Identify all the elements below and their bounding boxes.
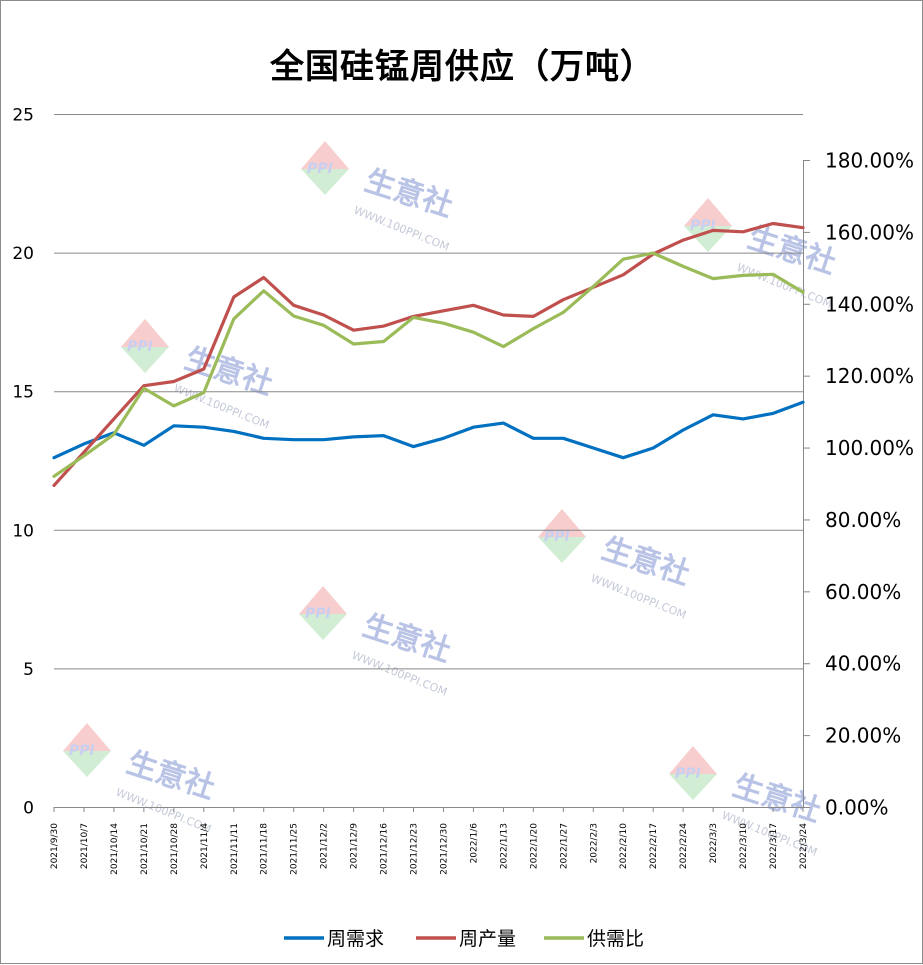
- y-left-tick-label: 10: [12, 521, 34, 541]
- watermark-triangle-green: [538, 537, 586, 563]
- x-tick-label: 2021/12/2: [320, 823, 330, 869]
- x-tick-label: 2021/12/30: [439, 823, 449, 875]
- grid-lines: [54, 114, 803, 670]
- watermark-triangle-red: [121, 319, 169, 347]
- x-tick-label: 2022/1/13: [499, 823, 509, 869]
- watermark-badge: PPI: [675, 766, 701, 782]
- y-right-tick-label: 80.00%: [825, 508, 901, 532]
- x-tick-label: 2022/1/27: [559, 823, 569, 869]
- y-right-tick-label: 180.00%: [825, 149, 914, 173]
- x-tick-label: 2022/1/20: [529, 823, 539, 869]
- legend-item: 供需比: [544, 928, 644, 950]
- legend-item: 周需求: [284, 928, 384, 950]
- x-tick-label: 2022/3/17: [769, 823, 779, 869]
- watermark-triangle-red: [684, 198, 732, 226]
- x-tick-label: 2022/2/17: [649, 823, 659, 869]
- x-tick-label: 2022/2/3: [589, 823, 599, 863]
- y-left-tick-label: 0: [23, 799, 34, 819]
- x-tick-label: 2021/11/25: [290, 823, 300, 875]
- y-right-tick-label: 60.00%: [825, 580, 901, 604]
- y-right-tick-label: 40.00%: [825, 652, 901, 676]
- legend-label: 供需比: [587, 928, 644, 950]
- watermark-triangle-green: [669, 774, 717, 800]
- watermark-badge: PPI: [127, 339, 153, 355]
- y-left-tick-label: 25: [12, 106, 34, 126]
- x-tick-label: 2022/3/10: [739, 823, 749, 869]
- x-tick-label: 2022/2/10: [619, 823, 629, 869]
- watermark-triangle-red: [299, 586, 347, 614]
- legend-label: 周需求: [327, 928, 384, 950]
- watermark-triangle-green: [299, 614, 347, 640]
- x-tick-label: 2022/1/6: [469, 823, 479, 864]
- legend-item: 周产量: [416, 928, 516, 950]
- y-left-tick-label: 20: [12, 244, 34, 264]
- x-tick-label: 2022/3/3: [709, 823, 719, 863]
- y-right-tick-label: 100.00%: [825, 436, 914, 460]
- y-left-tick-label: 15: [12, 383, 34, 403]
- legend-label: 周产量: [459, 928, 516, 950]
- x-tick-label: 2021/10/28: [170, 823, 180, 875]
- x-tick-label: 2021/12/9: [350, 823, 360, 869]
- x-tick-label: 2021/11/18: [260, 823, 270, 875]
- y-left-tick-label: 5: [23, 660, 34, 680]
- watermark-badge: PPI: [307, 161, 333, 177]
- watermark-triangle-red: [669, 746, 717, 774]
- series-line-1: [52, 221, 805, 487]
- watermark-badge: PPI: [305, 606, 331, 622]
- series-line-2: [52, 251, 805, 478]
- watermark-triangle-red: [301, 141, 349, 169]
- x-tick-label: 2021/12/16: [380, 823, 390, 875]
- y-right-tick-label: 120.00%: [825, 364, 914, 388]
- x-tick-label: 2021/9/30: [50, 823, 60, 869]
- series-layer: [52, 221, 805, 487]
- watermark-triangle-green: [121, 347, 169, 373]
- watermark-triangle-green: [684, 226, 732, 252]
- x-tick-label: 2021/10/21: [140, 823, 150, 875]
- watermark-badge: PPI: [544, 529, 570, 545]
- watermark-triangle-red: [63, 723, 111, 751]
- x-tick-label: 2021/10/7: [80, 823, 90, 869]
- x-tick-label: 2021/11/11: [230, 823, 240, 875]
- watermark-triangle-green: [63, 751, 111, 777]
- y-right-tick-label: 140.00%: [825, 292, 914, 316]
- x-tick-label: 2021/10/14: [110, 823, 120, 875]
- x-tick-label: 2022/3/24: [799, 823, 809, 869]
- y-right-tick-label: 20.00%: [825, 724, 901, 748]
- legend: 周需求 周产量 供需比: [284, 928, 644, 950]
- x-tick-label: 2022/2/24: [679, 823, 689, 869]
- series-line-0: [52, 400, 805, 460]
- watermark-triangle-green: [301, 169, 349, 195]
- y-right-tick-label: 160.00%: [825, 220, 914, 244]
- axes: 0 5 10 15 20 25 0.00% 20.00% 40.00% 60.00% 80.00% 1…: [12, 106, 914, 875]
- x-tick-label: 2021/12/23: [410, 823, 420, 875]
- x-tick-label: 2021/11/4: [200, 823, 210, 869]
- chart-title: 全国硅锰周供应（万吨）: [270, 47, 655, 87]
- watermark-badge: PPI: [69, 743, 95, 759]
- y-right-tick-label: 0.00%: [825, 796, 889, 820]
